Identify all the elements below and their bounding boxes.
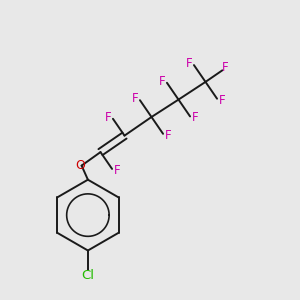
Text: F: F [105,111,112,124]
Text: Cl: Cl [81,269,94,282]
Text: F: F [218,94,225,107]
Text: F: F [164,129,171,142]
Text: F: F [191,111,198,124]
Text: F: F [159,75,166,88]
Text: F: F [222,61,229,74]
Text: F: F [113,164,120,177]
Text: F: F [186,57,193,70]
Text: O: O [75,159,85,172]
Text: F: F [132,92,139,105]
